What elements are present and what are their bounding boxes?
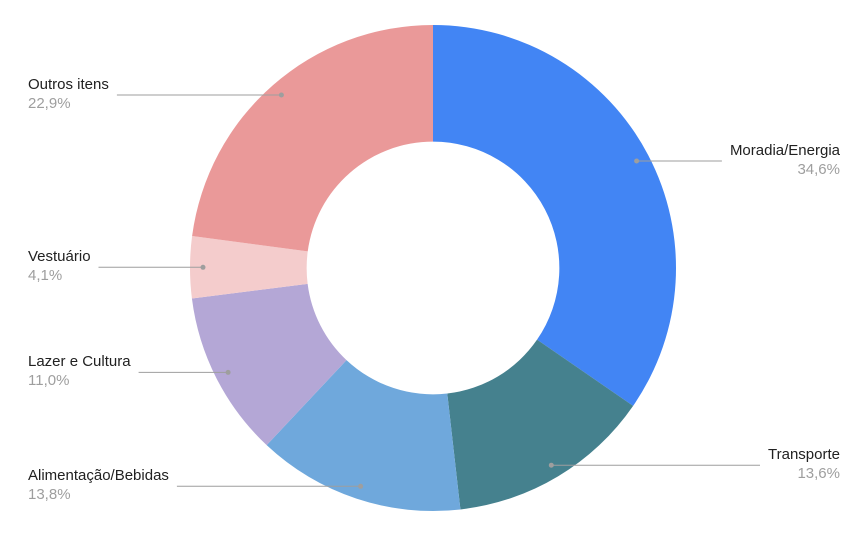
leader-dot bbox=[634, 158, 640, 164]
pie-slice-2[interactable] bbox=[266, 360, 461, 512]
leader-dot bbox=[225, 369, 231, 375]
pie-slice-5[interactable] bbox=[192, 25, 433, 252]
leader-dot bbox=[548, 462, 554, 468]
leader-dot bbox=[278, 92, 284, 98]
leader-dot bbox=[200, 264, 206, 270]
pie-slice-4[interactable] bbox=[190, 236, 308, 299]
pie-slice-0[interactable] bbox=[433, 24, 677, 406]
pie-slice-3[interactable] bbox=[191, 283, 347, 446]
pie-slice-1[interactable] bbox=[447, 339, 634, 510]
leader-dot bbox=[358, 483, 364, 489]
